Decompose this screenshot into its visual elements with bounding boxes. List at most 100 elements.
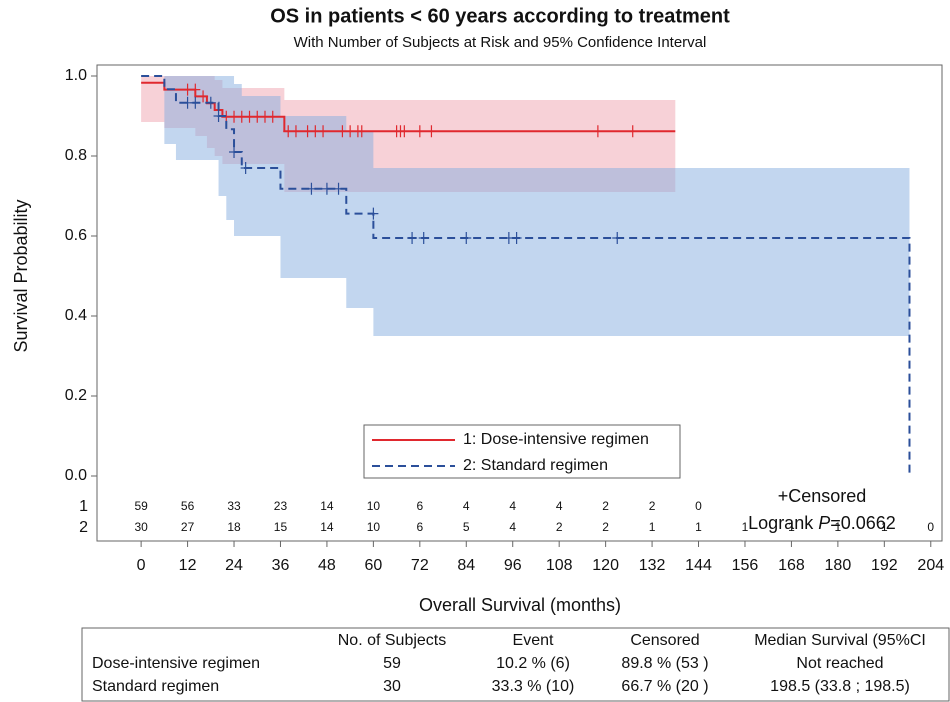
- summary-cell: 30: [383, 678, 401, 695]
- censor-mark: [511, 232, 522, 244]
- y-tick-label: 0.2: [65, 387, 87, 404]
- risk-row-label: 2: [79, 519, 88, 536]
- x-tick-label: 192: [871, 557, 898, 574]
- x-tick-label: 108: [546, 557, 573, 574]
- risk-count: 18: [227, 520, 241, 534]
- risk-count: 1: [649, 520, 656, 534]
- risk-count: 10: [367, 520, 381, 534]
- x-axis-label: Overall Survival (months): [419, 595, 621, 615]
- x-tick-label: 156: [732, 557, 759, 574]
- x-tick-label: 12: [179, 557, 197, 574]
- summary-header: Censored: [630, 632, 699, 649]
- x-tick-label: 180: [825, 557, 852, 574]
- risk-count: 1: [742, 520, 749, 534]
- confidence-band: [141, 76, 910, 336]
- risk-count: 30: [134, 520, 148, 534]
- censor-mark: [190, 83, 201, 96]
- chart-subtitle: With Number of Subjects at Risk and 95% …: [294, 34, 707, 51]
- legend-label: 2: Standard regimen: [463, 457, 608, 474]
- risk-count: 23: [274, 499, 288, 513]
- risk-count: 10: [367, 499, 381, 513]
- censor-mark: [418, 232, 429, 244]
- censored-label: +Censored: [778, 486, 867, 506]
- x-tick-label: 60: [364, 557, 382, 574]
- x-tick-label: 96: [504, 557, 522, 574]
- bands: [141, 76, 910, 336]
- censor-mark: [426, 125, 437, 138]
- risk-count: 2: [602, 520, 609, 534]
- risk-row-label: 1: [79, 498, 88, 515]
- x-tick-label: 84: [457, 557, 475, 574]
- risk-count: 0: [695, 499, 702, 513]
- censor-mark: [592, 125, 603, 138]
- risk-count: 6: [416, 520, 423, 534]
- censor-mark: [333, 182, 344, 195]
- censor-mark: [612, 232, 623, 244]
- risk-count: 14: [320, 520, 334, 534]
- summary-cell: 66.7 % (20 ): [621, 678, 708, 695]
- summary-cell: Not reached: [796, 655, 883, 672]
- y-tick-label: 0.0: [65, 467, 87, 484]
- y-tick-label: 1.0: [65, 67, 87, 84]
- lines: [141, 75, 911, 476]
- legend-label: 1: Dose-intensive regimen: [463, 431, 649, 448]
- censor-mark: [240, 162, 251, 174]
- x-tick-label: 24: [225, 557, 243, 574]
- legend: [363, 424, 681, 479]
- y-tick-label: 0.8: [65, 147, 87, 164]
- risk-count: 5: [463, 520, 470, 534]
- risk-count: 4: [556, 499, 563, 513]
- x-tick-label: 120: [592, 557, 619, 574]
- x-tick-label: 36: [272, 557, 290, 574]
- censor-mark: [213, 110, 224, 122]
- risk-count: 6: [416, 499, 423, 513]
- risk-count: 4: [509, 520, 516, 534]
- censor-mark: [399, 125, 410, 138]
- summary-cell: 10.2 % (6): [496, 655, 570, 672]
- censor-mark: [306, 182, 317, 195]
- risk-count: 14: [320, 499, 334, 513]
- x-tick-label: 0: [137, 557, 146, 574]
- censor-mark: [321, 182, 332, 195]
- risk-count: 4: [463, 499, 470, 513]
- y-axis-label: Survival Probability: [11, 199, 31, 352]
- x-tick-label: 168: [778, 557, 805, 574]
- censor-mark: [368, 207, 379, 220]
- summary-table: [81, 627, 950, 702]
- censor-mark: [356, 125, 367, 138]
- summary-cell: 33.3 % (10): [492, 678, 575, 695]
- summary-cell: Dose-intensive regimen: [92, 655, 260, 672]
- censor-mark: [627, 125, 638, 138]
- risk-count: 15: [274, 520, 288, 534]
- risk-count: 4: [509, 499, 516, 513]
- risk-count: 2: [556, 520, 563, 534]
- risk-count: 59: [134, 499, 148, 513]
- summary-cell: 198.5 (33.8 ; 198.5): [770, 678, 910, 695]
- x-tick-label: 72: [411, 557, 429, 574]
- risk-count: 2: [649, 499, 656, 513]
- p-symbol: P: [818, 513, 830, 533]
- censor-mark: [318, 125, 329, 138]
- plot-frame: [96, 64, 943, 542]
- summary-header: Median Survival (95%CI: [754, 632, 926, 649]
- censor-mark: [190, 96, 201, 109]
- censor-mark: [414, 125, 425, 138]
- censor-mark: [290, 125, 301, 138]
- x-tick-label: 144: [685, 557, 712, 574]
- logrank: Logrank: [748, 513, 814, 533]
- risk-count: 56: [181, 499, 195, 513]
- survival-line: [141, 75, 911, 476]
- y-tick-label: 0.6: [65, 227, 87, 244]
- risk-count: 27: [181, 520, 195, 534]
- summary-cell: 59: [383, 655, 401, 672]
- censor-mark: [198, 90, 209, 103]
- risk-count: 1: [695, 520, 702, 534]
- censor-mark: [205, 96, 216, 109]
- p-value: =0.0662: [830, 513, 896, 533]
- summary-cell: Standard regimen: [92, 678, 219, 695]
- x-tick-label: 132: [639, 557, 666, 574]
- summary-header: No. of Subjects: [338, 632, 447, 649]
- chart-title: OS in patients < 60 years according to t…: [270, 5, 730, 27]
- x-tick-label: 204: [917, 557, 944, 574]
